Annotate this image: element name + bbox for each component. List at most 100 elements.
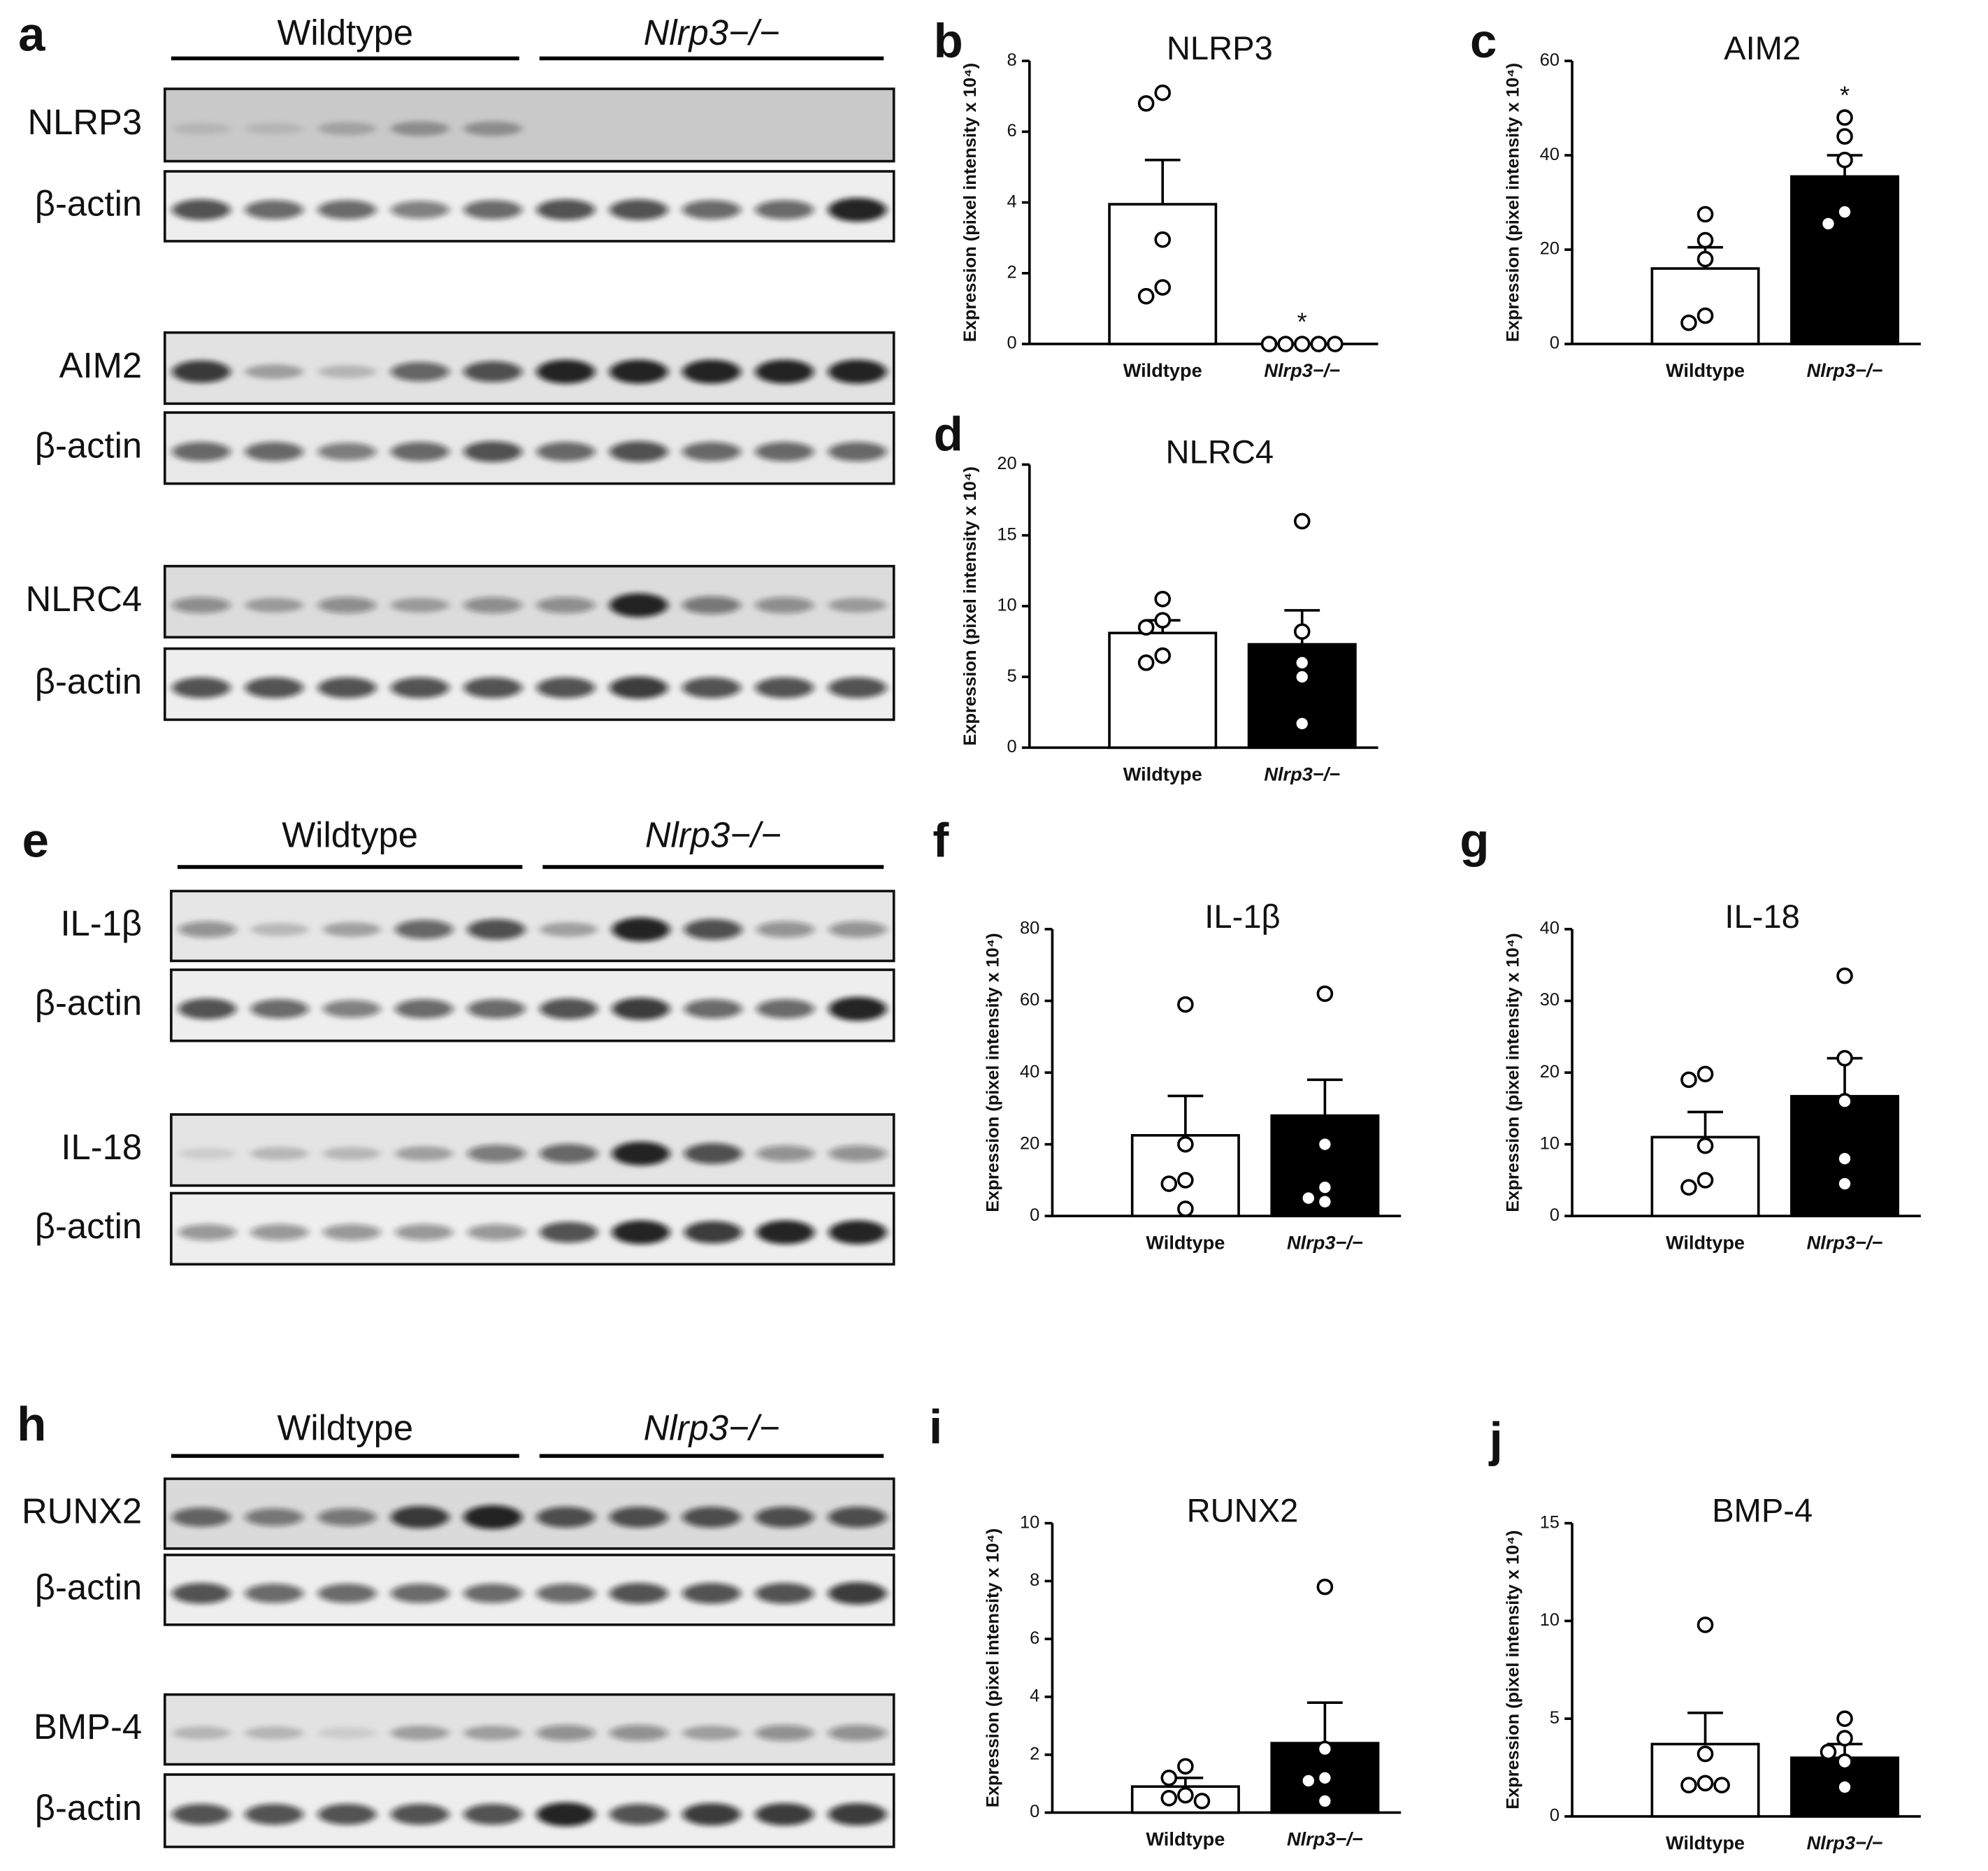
blot-band: [612, 917, 670, 942]
blot-band: [322, 1224, 381, 1241]
blot-bands: [172, 1582, 887, 1605]
significance-marker: *: [1840, 81, 1850, 110]
blot-band: [172, 596, 231, 614]
blot-band: [395, 919, 454, 940]
blot-row-label: β-actin: [35, 982, 142, 1022]
blot-row-label: NLRC4: [26, 579, 142, 619]
blot-band: [322, 1147, 381, 1161]
data-point: [1316, 1135, 1334, 1153]
blot-band: [682, 1802, 741, 1826]
blot-band: [463, 200, 522, 220]
blot-band: [682, 677, 741, 698]
y-tick-label: 30: [1540, 990, 1560, 1010]
y-tick-label: 2: [1030, 1744, 1039, 1763]
blot-band: [755, 359, 814, 384]
x-tick-label: Nlrp3−/−: [1287, 1231, 1363, 1253]
blot-bands: [178, 996, 887, 1021]
data-point: [1154, 84, 1172, 101]
data-point: [1154, 231, 1172, 248]
blot-band: [250, 999, 309, 1019]
blot-band: [463, 361, 522, 382]
blot-band: [536, 359, 596, 384]
data-point: [1697, 1137, 1714, 1154]
error-bar: [1307, 1078, 1343, 1116]
blot-band: [391, 1584, 449, 1603]
blot-band: [684, 919, 742, 940]
y-tick-label: 6: [1007, 121, 1017, 141]
data-point: [1836, 1150, 1853, 1167]
blot-row-label: β-actin: [35, 1567, 142, 1607]
data-point: [1836, 1175, 1853, 1192]
blot-band: [391, 442, 449, 461]
blot-band: [317, 1584, 377, 1603]
blot-band: [684, 1221, 742, 1244]
panel-letter: a: [18, 8, 45, 62]
y-axis-label: Expression (pixel intensity x 10⁴): [960, 63, 980, 342]
blot-band: [536, 1802, 596, 1827]
data-point: [1277, 336, 1294, 352]
y-tick-label: 0: [1007, 737, 1017, 757]
error-bar: [1687, 1110, 1723, 1138]
blot-row-label: β-actin: [35, 183, 142, 223]
blot-band: [755, 677, 814, 698]
blot-band: [609, 199, 668, 220]
blot-row-label: β-actin: [35, 1788, 142, 1828]
blot-band: [756, 1220, 814, 1245]
blot-band: [467, 999, 526, 1019]
blot-band: [178, 1224, 236, 1241]
y-tick-label: 10: [997, 596, 1016, 615]
data-point: [1293, 512, 1311, 530]
blot-band: [536, 442, 596, 461]
blot-band: [172, 1507, 231, 1527]
blot-band: [828, 1582, 887, 1605]
blot-band: [756, 1145, 814, 1162]
blot-band: [612, 1141, 670, 1166]
y-axis-label: Expression (pixel intensity x 10⁴): [984, 1528, 1003, 1807]
group-label: Wildtype: [282, 815, 418, 855]
blot-band: [540, 998, 598, 1019]
blot-band: [540, 922, 598, 937]
y-tick-label: 10: [1540, 1610, 1560, 1630]
x-tick-label: Wildtype: [1146, 1231, 1225, 1253]
x-tick-label: Wildtype: [1666, 1832, 1745, 1854]
blot-band: [317, 122, 377, 136]
blot-band: [463, 441, 522, 462]
blot-band: [245, 442, 303, 461]
x-tick-label: Nlrp3−/−: [1264, 359, 1340, 381]
blot-band: [755, 1507, 814, 1528]
y-tick-label: 0: [1550, 1205, 1560, 1225]
y-tick-label: 20: [997, 454, 1016, 473]
y-tick-label: 20: [1540, 1062, 1560, 1082]
blot-band: [391, 598, 449, 613]
x-tick-label: Wildtype: [1666, 359, 1745, 381]
data-point: [1697, 1745, 1714, 1763]
blot-band: [172, 199, 231, 220]
blot-band: [317, 1508, 377, 1526]
y-tick-label: 0: [1550, 334, 1560, 353]
error-bar: [1144, 159, 1181, 205]
blot-band: [536, 1507, 596, 1528]
blot-band: [245, 1726, 303, 1740]
chart-title: NLRP3: [1167, 29, 1273, 66]
y-tick-label: 40: [1540, 919, 1560, 938]
bar: [1650, 267, 1760, 345]
data-point: [1177, 1200, 1194, 1217]
panel-letter: j: [1488, 1412, 1503, 1466]
data-point: [1137, 95, 1155, 112]
y-tick-label: 0: [1550, 1806, 1560, 1826]
data-point: [1316, 1193, 1334, 1210]
panel-letter: i: [929, 1400, 942, 1454]
blot-band: [317, 200, 377, 220]
y-tick-label: 6: [1030, 1628, 1039, 1648]
blot-band: [609, 359, 668, 384]
blot-band: [463, 677, 522, 698]
x-tick-label: Nlrp3−/−: [1807, 1231, 1883, 1253]
blot-band: [317, 596, 377, 614]
data-point: [1300, 1772, 1317, 1789]
x-tick-label: Wildtype: [1123, 359, 1202, 381]
data-point: [1697, 1172, 1714, 1189]
data-point: [1697, 206, 1714, 223]
blot-row-label: β-actin: [35, 661, 142, 701]
blot-band: [391, 121, 449, 136]
